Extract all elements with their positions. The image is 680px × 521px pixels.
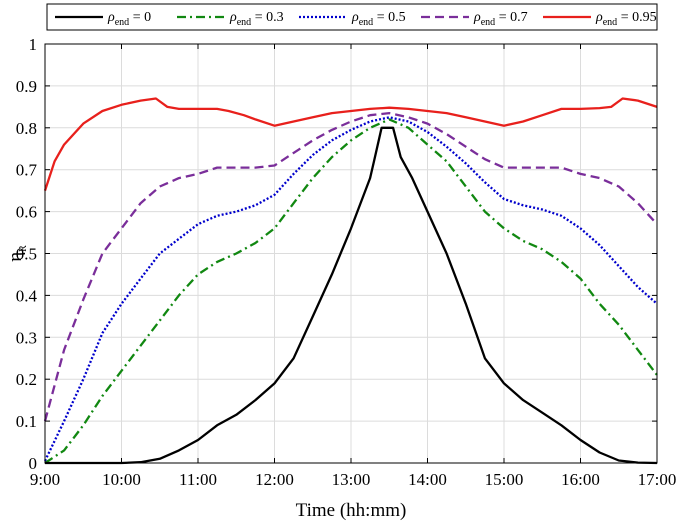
x-tick-label: 17:00 — [638, 470, 677, 489]
y-tick-label: 0.2 — [16, 370, 37, 389]
y-tick-label: 0.6 — [16, 203, 37, 222]
y-tick-label: 0.5 — [16, 245, 37, 264]
legend-entry: ρend = 0.5 — [351, 10, 406, 28]
series-line-1 — [44, 118, 658, 464]
y-tick-label: 0.9 — [16, 77, 37, 96]
x-tick-label: 14:00 — [408, 470, 447, 489]
legend-entry: ρend = 0 — [107, 10, 151, 28]
x-tick-label: 13:00 — [332, 470, 371, 489]
x-tick-label: 9:00 — [30, 470, 60, 489]
x-tick-label: 16:00 — [561, 470, 600, 489]
series-line-0 — [45, 126, 658, 465]
legend-entry: ρend = 0.7 — [473, 10, 528, 28]
legend-entry: ρend = 0.3 — [229, 10, 284, 28]
y-tick-label: 0.4 — [16, 286, 38, 305]
legend: ρend = 0 ρend = 0.3 ρend = 0.5 ρend = 0.7 ρe… — [46, 3, 658, 31]
legend-entry: ρend = 0.95 — [595, 10, 657, 28]
y-tick-label: 0.8 — [16, 119, 37, 138]
series-line-3 — [43, 111, 658, 422]
y-tick-label: 0.3 — [16, 328, 37, 347]
y-tick-label: 0 — [29, 454, 38, 473]
y-tick-label: 0.7 — [16, 161, 38, 180]
x-tick-label: 12:00 — [255, 470, 294, 489]
grid — [44, 43, 658, 464]
x-tick-label: 10:00 — [102, 470, 141, 489]
x-axis-label: Time (hh:mm) — [296, 500, 407, 521]
y-tick-label: 0.1 — [16, 412, 37, 431]
series-line-2 — [43, 116, 658, 462]
y-axis-label: ηR — [5, 245, 29, 262]
y-tick-label: 1 — [29, 35, 38, 54]
x-tick-label: 11:00 — [179, 470, 217, 489]
series-lines — [43, 97, 658, 465]
series-line-4 — [43, 97, 658, 191]
axis-ticks: 9:00 10:00 11:00 12:00 13:00 14:00 15:00 16:00 1… — [16, 35, 677, 489]
x-tick-label: 15:00 — [485, 470, 524, 489]
